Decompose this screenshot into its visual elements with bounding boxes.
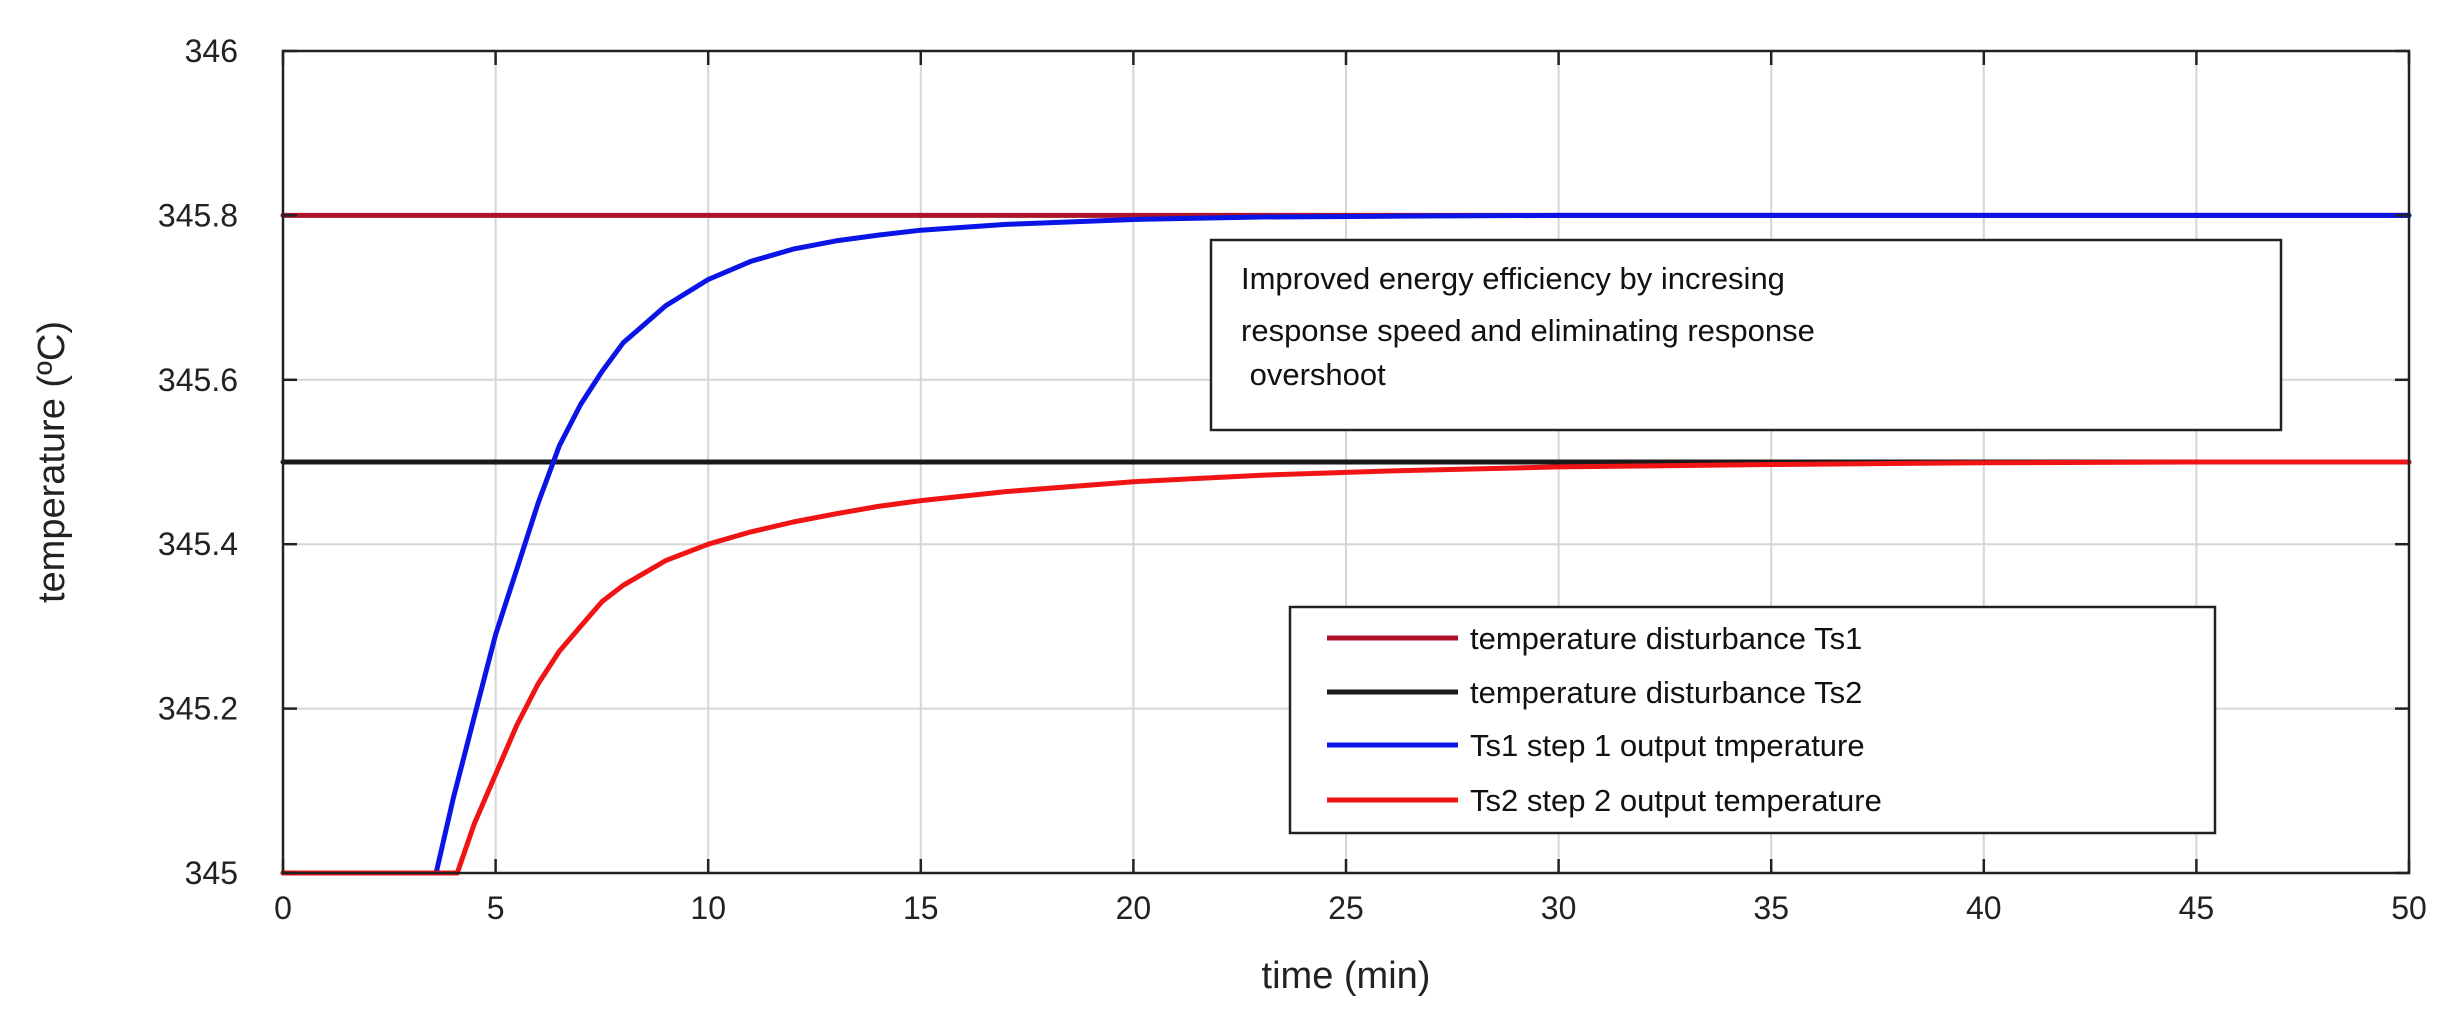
x-tick-label: 15 <box>903 890 939 926</box>
series-line-4 <box>280 459 2412 876</box>
legend: temperature disturbance Ts1 temperature … <box>1288 605 2217 835</box>
x-tick-label: 50 <box>2391 890 2427 926</box>
x-tick-label: 40 <box>1966 890 2002 926</box>
annotation-frame <box>1209 238 2283 432</box>
x-tick-label: 5 <box>487 890 505 926</box>
x-tick-label: 0 <box>274 890 292 926</box>
x-tick-label: 35 <box>1753 890 1789 926</box>
legend-entry: temperature disturbance Ts2 <box>1470 675 1862 710</box>
legend-entry: Ts1 step 1 output tmperature <box>1470 728 1865 763</box>
y-tick-label: 345.6 <box>158 362 238 398</box>
legend-entry: Ts2 step 2 output temperature <box>1470 783 1882 818</box>
tick-labels: 0 5 10 15 20 25 30 35 40 45 50 345 345.2 345.4 345.6 34… <box>158 33 2427 926</box>
y-tick-label: 345 <box>185 855 238 891</box>
ticks <box>281 49 2411 875</box>
annotation-line: Improved energy efficiency by incresing <box>1241 261 1785 296</box>
annotation-box: Improved energy efficiency by incresing … <box>1209 238 2283 432</box>
y-tick-label: 346 <box>185 33 238 69</box>
x-tick-label: 25 <box>1328 890 1364 926</box>
y-tick-label: 345.8 <box>158 197 238 233</box>
x-tick-label: 20 <box>1116 890 1152 926</box>
legend-frame <box>1288 605 2217 835</box>
y-tick-label: 345.4 <box>158 526 238 562</box>
x-tick-label: 10 <box>690 890 726 926</box>
x-tick-label: 45 <box>2179 890 2215 926</box>
annotation-line: overshoot <box>1241 357 1386 392</box>
series-line-3 <box>280 212 2412 876</box>
annotation-line: response speed and eliminating response <box>1241 313 1815 348</box>
y-tick-label: 345.2 <box>158 691 238 727</box>
x-tick-label: 30 <box>1541 890 1577 926</box>
legend-entry: temperature disturbance Ts1 <box>1470 621 1862 656</box>
x-axis-label: time (min) <box>1262 955 1431 997</box>
series-layer <box>280 212 2412 876</box>
y-axis-label: temperature (ºC) <box>31 321 73 603</box>
